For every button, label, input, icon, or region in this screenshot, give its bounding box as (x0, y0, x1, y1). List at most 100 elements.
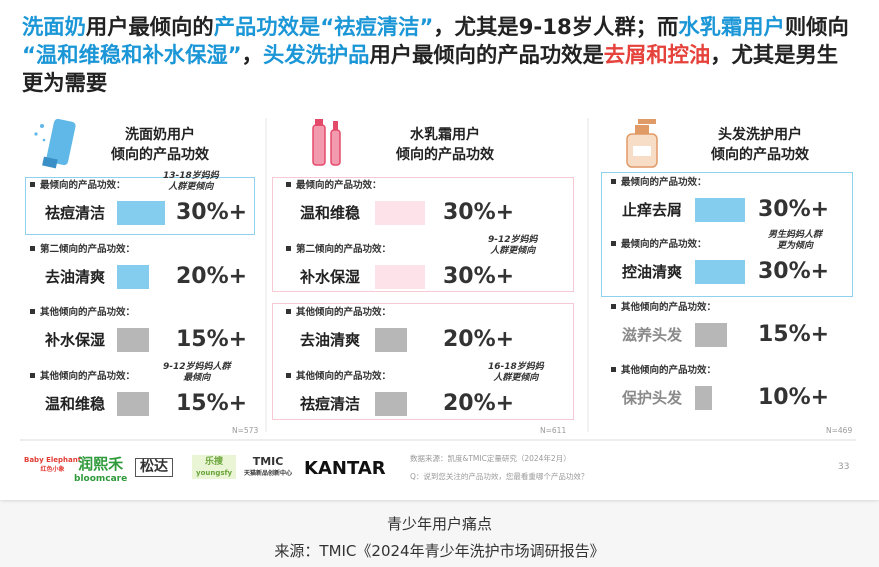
logo-text: Baby Elephant (24, 456, 82, 464)
bottle-icon (312, 119, 341, 166)
item-bar (695, 323, 727, 347)
note-line: 人群更倾向 (490, 246, 536, 256)
group-box (272, 177, 574, 292)
item-value: 10%+ (758, 385, 830, 410)
item-bar (117, 392, 149, 416)
item-name: 温和维稳 (300, 204, 361, 222)
headline-segment: 则倾向 (784, 15, 849, 40)
column-title: 倾向的产品功效 (111, 147, 209, 163)
item-name: 去油清爽 (300, 331, 361, 349)
item-value: 30%+ (176, 200, 248, 225)
note-line: 13-18岁妈妈 (163, 171, 219, 181)
logo: 松达 (135, 458, 173, 477)
sample-size: N=573 (232, 426, 259, 435)
decor (20, 118, 856, 441)
item-name: 补水保湿 (45, 331, 106, 349)
item-value: 20%+ (443, 327, 515, 352)
logo: 乐搜 youngsfy (192, 455, 237, 479)
note-line: 男生妈妈人群 (768, 230, 823, 240)
headline-segment: 用户最倾向的产品功效是 (369, 43, 604, 68)
item-value: 30%+ (758, 259, 830, 284)
item-label: 第二倾向的产品功效： (30, 244, 135, 256)
item-label: 其他倾向的产品功效： (286, 307, 391, 319)
item-label: 最倾向的产品功效： (30, 180, 126, 192)
item-name: 止痒去屑 (622, 201, 683, 219)
item-label: 其他倾向的产品功效： (611, 302, 716, 314)
note-line: 人群更倾向 (493, 373, 539, 383)
note-line: 人群更倾向 (168, 182, 214, 192)
headline-segment: 头发洗护品 (262, 43, 370, 68)
sample-size: N=611 (540, 426, 567, 435)
item-value: 15%+ (176, 327, 248, 352)
item-label: 最倾向的产品功效： (611, 239, 707, 251)
logo-text: TMIC (252, 455, 284, 468)
column-title: 水乳霜用户 (410, 127, 480, 143)
sample-size: N=469 (826, 426, 853, 435)
note-line: 最倾向 (183, 373, 211, 383)
item-bar (375, 265, 425, 289)
column-title: 倾向的产品功效 (396, 147, 494, 163)
item-name: 滋养头发 (622, 326, 683, 344)
item-label: 其他倾向的产品功效： (611, 365, 716, 377)
item-name: 去油清爽 (45, 268, 106, 286)
logo: 润熙禾 bloomcare (74, 455, 127, 485)
headline-segment: ，尤其是男生更为需要 (22, 43, 839, 96)
item-name: 祛痘清洁 (45, 204, 106, 222)
logo-text: 松达 (140, 459, 168, 475)
item-label: 其他倾向的产品功效： (286, 371, 391, 383)
item-note: 9-12岁妈妈人群 最倾向 (163, 362, 231, 384)
item-note: 男生妈妈人群 更为倾向 (768, 230, 822, 252)
item-bar (695, 386, 712, 410)
note-line: 9-12岁妈妈 (488, 235, 538, 245)
item-name: 保护头发 (622, 389, 683, 407)
column-title: 倾向的产品功效 (711, 147, 809, 163)
group-box (272, 303, 574, 420)
item-value: 30%+ (443, 264, 515, 289)
item-bar (117, 265, 149, 289)
item-note: 16-18岁妈妈 人群更倾向 (488, 362, 544, 384)
item-label: 其他倾向的产品功效： (30, 307, 135, 319)
item-bar (695, 198, 745, 222)
group-box (601, 172, 853, 297)
logo: Baby Elephant 红色小象 (24, 455, 81, 474)
headline-segment: 用户最倾向的 (85, 15, 214, 40)
slide: 洗面奶用户最倾向的产品功效是“祛痘清洁”，尤其是9-18岁人群；而水乳霜用户则倾… (0, 0, 879, 500)
headline-segment: ，尤其是9-18岁人群；而 (433, 15, 679, 40)
item-note: 9-12岁妈妈 人群更倾向 (488, 235, 538, 257)
item-name: 控油清爽 (622, 263, 683, 281)
page-number: 33 (838, 462, 850, 472)
item-value: 30%+ (758, 197, 830, 222)
logo: KANTAR (304, 458, 386, 479)
question-note: Q：说到您关注的产品功效，您最看重哪个产品功效？ (410, 472, 589, 481)
caption-title: 青少年用户痛点 (386, 515, 492, 533)
logo-text: bloomcare (74, 474, 128, 484)
source-note: 数据来源：凯度&TMIC定量研究（2024年2月） (410, 454, 571, 463)
item-bar (375, 392, 407, 416)
note-line: 9-12岁妈妈人群 (163, 362, 231, 372)
headline-segment: ， (241, 43, 263, 68)
item-label: 第二倾向的产品功效： (286, 244, 391, 256)
logo-text: 润熙禾 (78, 455, 124, 473)
note-line: 更为倾向 (777, 241, 814, 251)
headline-segment: 去屑和控油 (603, 43, 711, 68)
logo: TMIC 天猫新品创新中心 (244, 455, 292, 478)
headline-segment: 水乳霜用户 (678, 15, 785, 40)
column-title: 洗面奶用户 (125, 127, 195, 143)
headline-segment: “温和维稳和补水保湿” (22, 43, 242, 68)
item-bar (117, 201, 165, 225)
caption-source: 来源：TMIC《2024年青少年洗护市场调研报告》 (274, 542, 605, 560)
headline-segment: 洗面奶 (22, 15, 86, 40)
tube-icon (34, 118, 76, 169)
item-note: 13-18岁妈妈 人群更倾向 (163, 171, 219, 193)
item-value: 30%+ (443, 200, 515, 225)
logo-text: youngsfy (196, 469, 233, 477)
item-value: 20%+ (176, 264, 248, 289)
note-line: 16-18岁妈妈 (488, 362, 544, 372)
item-bar (375, 328, 407, 352)
logo-text: KANTAR (304, 458, 386, 479)
headline-segment: 产品功效是“祛痘清洁” (213, 15, 434, 40)
logo-text: 乐搜 (205, 457, 224, 467)
item-value: 20%+ (443, 391, 515, 416)
pump-icon (626, 119, 658, 168)
